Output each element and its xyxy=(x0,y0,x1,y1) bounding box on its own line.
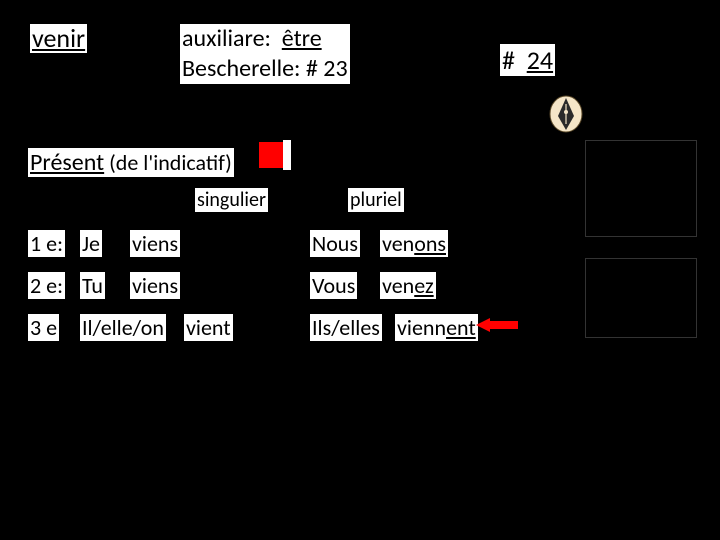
pronoun-1pl: Nous xyxy=(310,230,360,257)
column-header-plural: pluriel xyxy=(348,188,404,212)
verb-3sg: vient xyxy=(184,314,233,341)
person-3-label: 3 e xyxy=(28,314,59,341)
verb-3pl-stem: vienn xyxy=(397,314,446,341)
hash: # xyxy=(502,44,515,76)
verb-1pl: venons xyxy=(380,230,448,257)
verb-2pl-ending: ez xyxy=(414,272,433,299)
verb-title: venir xyxy=(30,24,87,53)
tense-name: Présent xyxy=(30,148,104,177)
auxiliary-block: auxiliare: être Bescherelle: # 23 xyxy=(180,24,350,84)
spacer xyxy=(283,140,291,170)
person-1-label: 1 e: xyxy=(28,230,65,257)
pen-nib-icon xyxy=(548,94,584,134)
aux-value: être xyxy=(282,24,322,53)
slide-number: # 24 xyxy=(500,44,555,76)
pronoun-3sg: Il/elle/on xyxy=(80,314,166,341)
bescherelle-label: Bescherelle: # xyxy=(182,54,318,83)
verb-2pl: venez xyxy=(380,272,436,299)
verb-1pl-stem: ven xyxy=(382,230,414,257)
tense-paren: (de l'indicatif) xyxy=(109,149,232,176)
placeholder-box-bottom xyxy=(585,258,697,338)
person-2-label: 2 e: xyxy=(28,272,65,299)
verb-3pl: viennent xyxy=(395,314,478,341)
slide-num-value: 24 xyxy=(527,44,553,76)
aux-label: auxiliare: xyxy=(182,24,271,53)
verb-2sg: viens xyxy=(130,272,180,299)
column-header-singular: singulier xyxy=(195,188,268,212)
placeholder-box-top xyxy=(585,140,697,237)
tense-heading: Présent (de l'indicatif) xyxy=(28,148,234,177)
pronoun-3pl: Ils/elles xyxy=(310,314,382,341)
arrow-left-icon xyxy=(476,318,518,332)
verb-2pl-stem: ven xyxy=(382,272,414,299)
pronoun-1sg: Je xyxy=(80,230,102,257)
verb-1sg: viens xyxy=(130,230,180,257)
verb-1pl-ending: ons xyxy=(414,230,446,257)
pronoun-2sg: Tu xyxy=(80,272,105,299)
pronoun-2pl: Vous xyxy=(310,272,357,299)
verb-3pl-ending: ent xyxy=(446,314,476,341)
bescherelle-number: 23 xyxy=(323,54,347,83)
